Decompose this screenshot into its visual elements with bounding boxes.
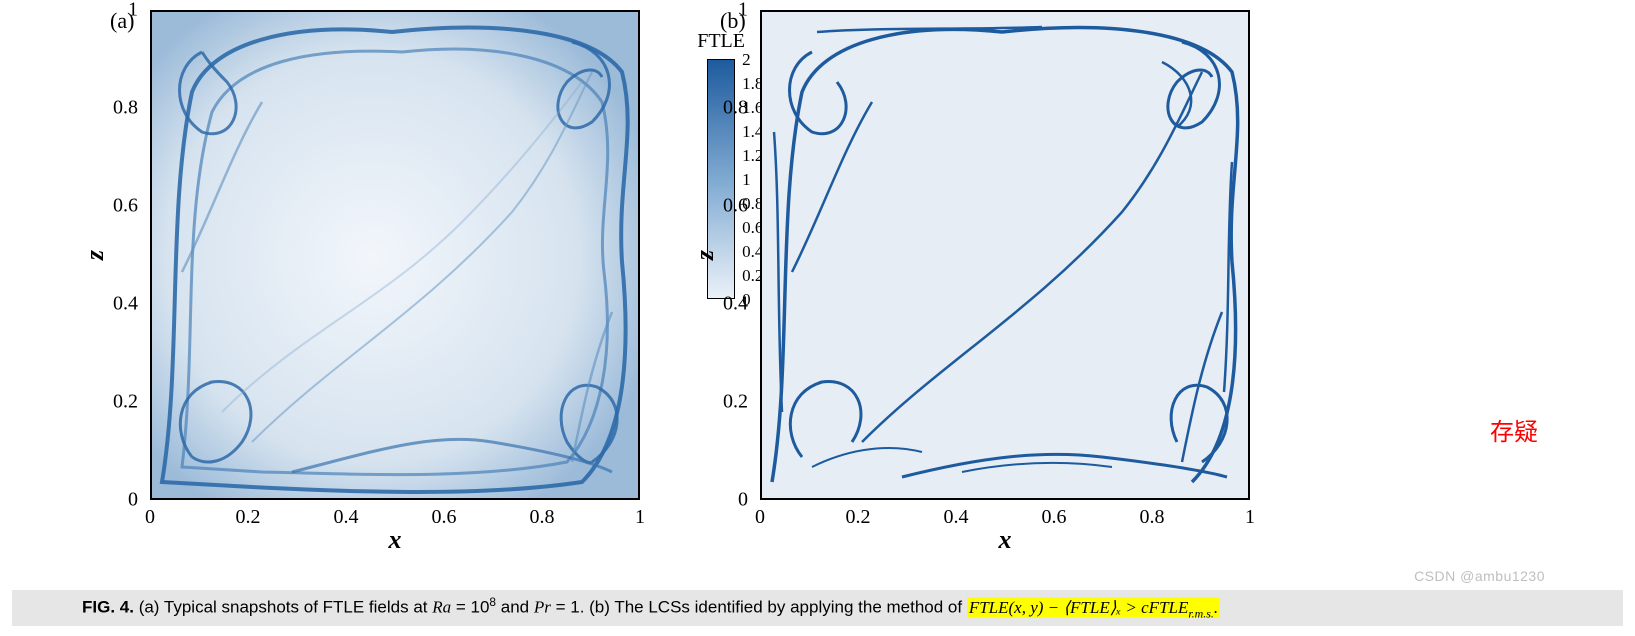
ytick-label: 0.4 <box>708 293 748 316</box>
xtick-label: 0 <box>145 506 155 529</box>
ytick-label: 0.8 <box>98 97 138 120</box>
panel-a-field-svg <box>152 12 640 500</box>
xtick-label: 0.2 <box>236 506 261 529</box>
ytick-label: 1 <box>98 0 138 22</box>
caption-text-a: (a) Typical snapshots of FTLE fields at <box>134 598 432 617</box>
panel-b-ylabel: z <box>690 250 720 260</box>
caption-pr-var: Pr <box>534 598 551 617</box>
panel-a-xlabel: x <box>389 525 402 555</box>
ytick-label: 0.8 <box>708 97 748 120</box>
ytick-label: 0 <box>98 489 138 512</box>
caption-prefix: FIG. 4. <box>82 598 134 617</box>
colorbar-gradient: 21.81.61.41.210.80.60.40.20 <box>707 59 735 299</box>
ytick-label: 0.2 <box>98 391 138 414</box>
caption-and: and <box>496 598 534 617</box>
panel-a-plot <box>150 10 640 500</box>
caption-ra-eq: = 10 <box>451 598 489 617</box>
ytick-label: 0.6 <box>98 195 138 218</box>
colorbar-tick-label: 1 <box>742 170 751 190</box>
xtick-label: 0.2 <box>846 506 871 529</box>
watermark-text: CSDN @ambu1230 <box>1414 568 1545 584</box>
xtick-label: 0.4 <box>944 506 969 529</box>
xtick-label: 0.6 <box>432 506 457 529</box>
xtick-label: 0.8 <box>1140 506 1165 529</box>
caption-formula-end: . <box>1214 598 1218 617</box>
panel-b-xlabel: x <box>999 525 1012 555</box>
caption-pr-eq: = 1. (b) The LCSs identified by applying… <box>551 598 967 617</box>
ytick-label: 0 <box>708 489 748 512</box>
panel-a: (a) z <box>150 10 640 500</box>
caption-formula-highlight: FTLE(x, y) − ⟨FTLE⟩ₓ > cFTLEr.m.s.. <box>967 597 1220 618</box>
caption-ra-var: Ra <box>432 598 451 617</box>
annotation-red-text: 存疑 <box>1490 412 1538 447</box>
xtick-label: 0.4 <box>334 506 359 529</box>
panel-b-field-svg <box>762 12 1250 500</box>
ytick-label: 0.2 <box>708 391 748 414</box>
xtick-label: 0 <box>755 506 765 529</box>
panel-a-ylabel: z <box>80 250 110 260</box>
xtick-label: 1 <box>635 506 645 529</box>
colorbar-tick-label: 2 <box>742 50 751 70</box>
caption-formula-main: FTLE(x, y) − ⟨FTLE⟩ₓ > cFTLE <box>969 598 1189 617</box>
panel-b-plot <box>760 10 1250 500</box>
xtick-label: 0.8 <box>530 506 555 529</box>
xtick-label: 0.6 <box>1042 506 1067 529</box>
caption-formula-sub: r.m.s. <box>1188 606 1213 620</box>
figure-panels: (a) z <box>0 0 1635 500</box>
figure-caption: FIG. 4. (a) Typical snapshots of FTLE fi… <box>12 590 1623 626</box>
ytick-label: 0.4 <box>98 293 138 316</box>
ytick-label: 1 <box>708 0 748 22</box>
ytick-label: 0.6 <box>708 195 748 218</box>
xtick-label: 1 <box>1245 506 1255 529</box>
panel-b: (b) z x 00.20 <box>760 10 1250 500</box>
